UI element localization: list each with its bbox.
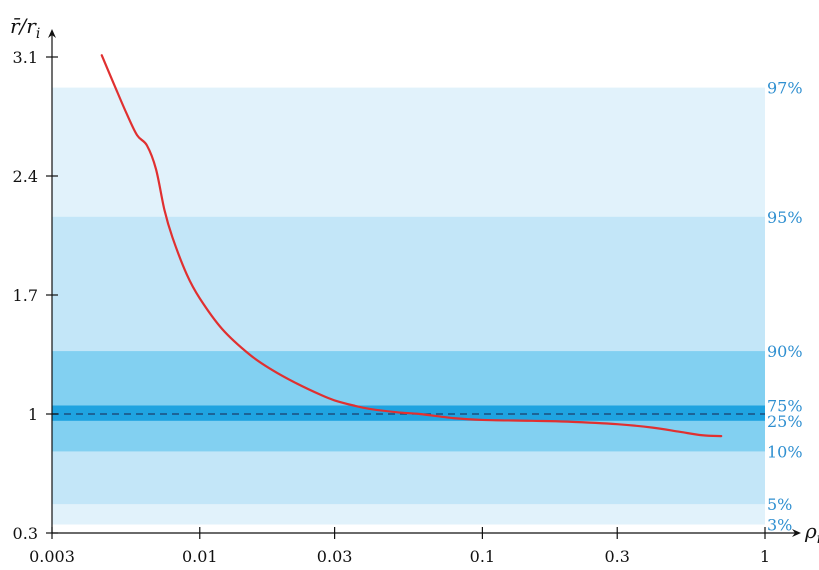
band-label-10: 10% xyxy=(767,442,803,461)
series-group xyxy=(100,54,723,438)
axes: 0.003 0.01 0.03 0.1 0.3 1 0.3 1 1.7 2.4 3.1 r̄/ri ρi xyxy=(10,14,819,566)
x-tick-label: 1 xyxy=(760,547,770,566)
band-label-5: 5% xyxy=(767,495,792,514)
y-tick-label: 1.7 xyxy=(13,286,38,305)
y-axis-label: r̄/ri xyxy=(10,14,40,42)
band-label-25: 25% xyxy=(767,412,803,431)
percentile-bands xyxy=(52,87,765,525)
band-label-3: 3% xyxy=(767,516,792,535)
band-10-90 xyxy=(52,351,765,452)
y-tick-label: 1 xyxy=(28,405,38,424)
x-tick-label: 0.1 xyxy=(470,547,495,566)
band-label-75: 75% xyxy=(767,397,803,416)
x-axis-label: ρi xyxy=(804,519,819,547)
x-tick-label: 0.003 xyxy=(29,547,75,566)
x-tick-label: 0.3 xyxy=(605,547,630,566)
band-label-90: 90% xyxy=(767,342,803,361)
band-label-97: 97% xyxy=(767,79,803,98)
band-label-95: 95% xyxy=(767,208,803,227)
y-tick-label: 2.4 xyxy=(13,167,38,186)
series-line-0 xyxy=(100,54,723,438)
x-axis-arrow xyxy=(792,529,801,537)
x-tick-label: 0.01 xyxy=(182,547,218,566)
x-tick-label: 0.03 xyxy=(317,547,353,566)
y-tick-label: 3.1 xyxy=(13,48,38,67)
label-group: 97% 95% 90% 75%25% 10% 5% 3% xyxy=(767,79,803,535)
y-tick-label: 0.3 xyxy=(13,524,38,543)
y-axis-arrow xyxy=(48,29,56,38)
